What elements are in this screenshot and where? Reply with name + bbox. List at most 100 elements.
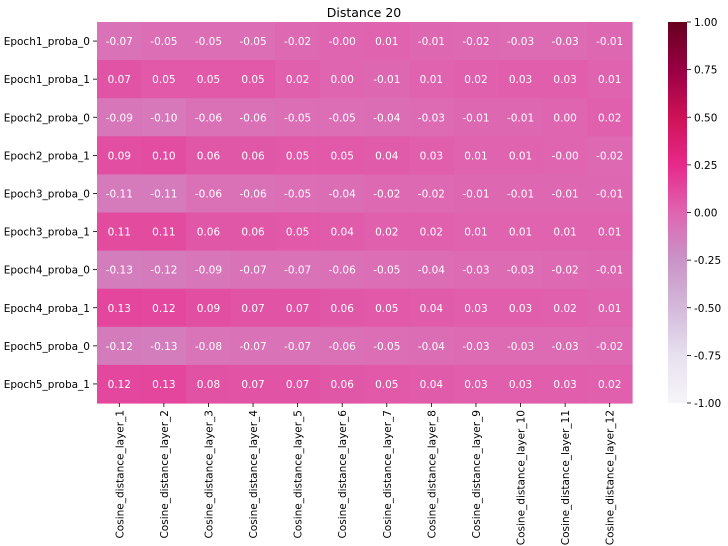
heatmap-cell xyxy=(587,250,633,290)
heatmap-cell xyxy=(409,326,455,366)
heatmap-cell xyxy=(498,326,544,366)
heatmap-cell xyxy=(186,174,232,214)
heatmap-cell xyxy=(498,174,544,214)
heatmap-cell xyxy=(275,174,321,214)
heatmap-cell xyxy=(186,212,232,252)
cell-value-label: -0.11 xyxy=(106,188,133,200)
cell-value-label: 0.07 xyxy=(108,74,131,86)
cell-value-label: -0.06 xyxy=(329,265,356,277)
cell-value-label: -0.01 xyxy=(507,188,534,200)
cell-value-label: -0.02 xyxy=(418,188,445,200)
heatmap-cell xyxy=(587,212,633,252)
heatmap-cell xyxy=(319,250,366,290)
cell-value-label: -0.04 xyxy=(373,112,400,124)
heatmap-cell xyxy=(364,174,410,214)
heatmap-cell xyxy=(542,250,589,290)
cell-value-label: 0.03 xyxy=(509,74,532,86)
cell-value-label: -0.06 xyxy=(239,188,266,200)
heatmap-cell xyxy=(275,250,321,290)
cell-value-label: 0.00 xyxy=(331,74,354,86)
cell-value-label: -0.05 xyxy=(284,112,311,124)
heatmap-cell xyxy=(97,98,143,137)
cell-value-label: 0.01 xyxy=(464,150,487,162)
heatmap-cell xyxy=(587,98,633,137)
cell-value-label: 0.05 xyxy=(241,74,264,86)
cell-value-label: -0.02 xyxy=(462,36,489,48)
colorbar-tick-label: -0.25 xyxy=(694,255,721,267)
heatmap-cell xyxy=(319,364,366,404)
cell-value-label: 0.03 xyxy=(509,379,532,391)
colorbar-gradient xyxy=(668,22,687,403)
heatmap-cell xyxy=(141,136,187,175)
heatmap-cell xyxy=(186,250,232,290)
heatmap-cell xyxy=(319,174,366,214)
heatmap-cell xyxy=(230,22,276,61)
cell-value-label: -0.01 xyxy=(596,188,623,200)
cell-value-label: -0.01 xyxy=(552,188,579,200)
column-tick-label: Cosine_distance_layer_6 xyxy=(337,410,349,539)
heatmap-cell xyxy=(453,174,499,214)
row-tick-labels: Epoch1_proba_0 Epoch1_proba_1 Epoch2_proba… xyxy=(4,36,97,391)
heatmap-cell xyxy=(141,212,187,252)
cell-value-label: 0.07 xyxy=(241,303,264,315)
cell-value-label: 0.04 xyxy=(420,379,444,391)
heatmap-cell xyxy=(141,22,187,61)
cell-value-label: -0.02 xyxy=(596,150,623,162)
heatmap-cell xyxy=(141,174,187,214)
cell-value-label: 0.13 xyxy=(108,303,131,315)
row-tick-label: Epoch3_proba_0 xyxy=(4,188,90,200)
row-tick-label: Epoch5_proba_1 xyxy=(4,379,90,391)
cell-value-label: -0.05 xyxy=(195,36,222,48)
cell-value-label: -0.09 xyxy=(195,265,222,277)
heatmap-cell xyxy=(97,250,143,290)
heatmap-cell xyxy=(275,326,321,366)
cell-value-label: -0.07 xyxy=(106,36,133,48)
heatmap-cell xyxy=(97,288,143,328)
heatmap-cell xyxy=(409,364,455,404)
cell-value-label: -0.13 xyxy=(106,265,133,277)
row-tick-label: Epoch2_proba_1 xyxy=(4,150,90,162)
heatmap-cell xyxy=(498,212,544,252)
heatmap-cell xyxy=(186,364,232,404)
column-tick-label: Cosine_distance_layer_10 xyxy=(516,410,528,545)
column-tick-label: Cosine_distance_layer_3 xyxy=(203,410,215,539)
column-tick-label: Cosine_distance_layer_8 xyxy=(426,410,438,539)
colorbar-tick-label: 0.00 xyxy=(694,208,717,220)
heatmap-cell xyxy=(542,288,589,328)
heatmap-cell xyxy=(230,250,276,290)
cell-value-label: 0.01 xyxy=(553,227,576,239)
heatmap-cell xyxy=(186,98,232,137)
cell-value-label: 0.01 xyxy=(509,150,532,162)
cell-value-label: 0.01 xyxy=(509,227,532,239)
heatmap-cell xyxy=(587,60,633,99)
heatmap-cell xyxy=(542,326,589,366)
heatmap-cell xyxy=(587,22,633,61)
cell-value-label: 0.05 xyxy=(375,303,398,315)
cell-value-label: -0.01 xyxy=(507,112,534,124)
heatmap-cell xyxy=(230,136,276,175)
cell-value-label: 0.12 xyxy=(152,303,175,315)
cell-value-label: 0.03 xyxy=(464,379,487,391)
heatmap-cell xyxy=(230,288,276,328)
heatmap-cell xyxy=(97,60,143,99)
heatmap-cell xyxy=(453,212,499,252)
heatmap-cell xyxy=(409,250,455,290)
heatmap-cell xyxy=(364,364,410,404)
cell-value-label: -0.03 xyxy=(507,36,534,48)
cell-value-label: 0.02 xyxy=(598,112,621,124)
cell-value-label: 0.05 xyxy=(197,74,220,86)
heatmap-cells: -0.07 -0.05 -0.05 -0.05 -0.02 -0.00 0.01 -0.01 -… xyxy=(97,22,633,404)
cell-value-label: 0.05 xyxy=(286,150,309,162)
row-tick-label: Epoch4_proba_1 xyxy=(4,303,90,315)
heatmap-cell xyxy=(364,136,410,175)
heatmap-cell xyxy=(587,326,633,366)
cell-value-label: -0.01 xyxy=(418,36,445,48)
heatmap-cell xyxy=(275,98,321,137)
cell-value-label: 0.06 xyxy=(241,150,265,162)
cell-value-label: 0.11 xyxy=(108,227,131,239)
cell-value-label: 0.05 xyxy=(152,74,175,86)
heatmap-cell xyxy=(453,60,499,99)
cell-value-label: -0.05 xyxy=(373,265,400,277)
heatmap-cell xyxy=(230,60,276,99)
heatmap-cell xyxy=(542,364,589,404)
